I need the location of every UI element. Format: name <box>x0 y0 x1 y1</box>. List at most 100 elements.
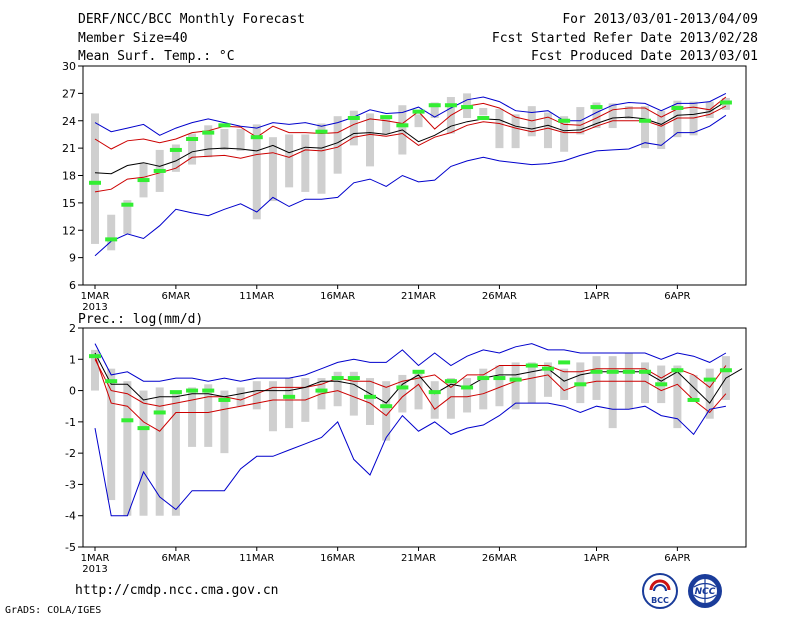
prec-obs-marker <box>331 376 344 381</box>
temp-plot-frame <box>82 65 747 286</box>
temp-obs-marker <box>137 178 150 183</box>
prec-obs-marker <box>121 418 134 423</box>
prec-obs-marker <box>525 363 538 368</box>
temp-spread-box <box>382 116 391 134</box>
temp-x-tick-year: 2013 <box>82 302 107 313</box>
ncc-logo-text: NCC <box>695 587 716 597</box>
temp-x-tick-label: 6MAR <box>161 291 190 302</box>
prec-spread-box <box>204 384 213 447</box>
figure-title: DERF/NCC/BCC Monthly Forecast <box>78 12 305 27</box>
precipitation-variable-label: Prec.: log(mm/d) <box>78 312 204 327</box>
temp-spread-box <box>511 114 520 149</box>
temp-series-min <box>94 114 727 257</box>
temp-y-tick-label: 30 <box>62 60 76 73</box>
temp-obs-marker <box>412 109 425 114</box>
prec-spread-box <box>366 378 375 425</box>
prec-spread-box <box>673 365 682 429</box>
prec-x-tick-label: 6MAR <box>161 553 190 564</box>
prec-spread-box <box>349 371 358 416</box>
temp-spread-box <box>495 108 504 149</box>
prec-obs-marker <box>380 404 393 409</box>
prec-spread-box <box>560 368 569 400</box>
temp-obs-marker <box>186 137 199 141</box>
temp-spread-box <box>592 102 601 129</box>
temp-spread-box <box>91 113 99 244</box>
prec-spread-box <box>252 381 261 410</box>
bcc-logo-icon: BCC <box>642 573 678 609</box>
temp-spread-box <box>220 128 229 150</box>
temp-obs-marker <box>202 130 215 135</box>
prec-obs-marker <box>218 397 231 402</box>
prec-x-tick-label: 1MAR <box>81 553 110 564</box>
temperature-variable-label: Mean Surf. Temp.: °C <box>78 49 235 64</box>
prec-spread-box <box>705 368 714 419</box>
prec-obs-marker <box>622 369 635 374</box>
prec-spread-box <box>430 381 439 419</box>
temp-obs-marker <box>169 147 182 152</box>
temp-obs-marker <box>590 105 603 110</box>
temp-spread-box <box>252 124 261 220</box>
prec-obs-marker <box>671 368 684 373</box>
prec-spread-box <box>382 381 391 441</box>
prec-obs-marker <box>364 394 377 399</box>
temp-spread-box <box>333 116 342 174</box>
temp-x-tick-label: 6APR <box>664 291 690 302</box>
temp-obs-marker <box>105 237 118 242</box>
temp-obs-marker <box>396 123 409 128</box>
prec-x-tick-year: 2013 <box>82 564 107 575</box>
temp-x-tick-label: 1MAR <box>81 291 110 302</box>
temp-y-tick-label: 15 <box>62 197 76 210</box>
temp-obs-marker <box>444 103 457 108</box>
prec-y-tick-label: -2 <box>65 447 76 460</box>
prec-x-tick-label: 6APR <box>664 553 690 564</box>
grads-credit: GrADS: COLA/IGES <box>5 605 102 616</box>
temp-obs-marker <box>477 116 490 121</box>
temp-obs-marker <box>153 168 166 173</box>
temp-y-tick-label: 18 <box>62 170 76 183</box>
temp-y-tick-label: 27 <box>62 87 76 100</box>
bcc-logo-text: BCC <box>651 596 669 605</box>
temp-x-tick-label: 16MAR <box>320 291 355 302</box>
prec-obs-marker <box>719 368 732 373</box>
temp-obs-marker <box>121 202 134 207</box>
source-url[interactable]: http://cmdp.ncc.cma.gov.cn <box>75 583 279 598</box>
fcst-started-date: Fcst Started Refer Date 2013/02/28 <box>491 31 758 46</box>
prec-obs-marker <box>169 390 182 395</box>
prec-obs-marker <box>347 376 360 381</box>
prec-y-tick-label: 2 <box>69 322 76 335</box>
prec-series-min <box>94 402 726 517</box>
prec-obs-marker <box>590 369 603 374</box>
prec-y-tick-label: -4 <box>65 510 76 523</box>
prec-spread-box <box>171 390 180 516</box>
fcst-produced-date: Fcst Produced Date 2013/03/01 <box>531 49 758 64</box>
prec-obs-marker <box>477 376 490 381</box>
prec-obs-marker <box>574 382 587 387</box>
prec-spread-box <box>446 378 455 419</box>
temp-y-tick-label: 6 <box>69 279 76 292</box>
prec-obs-marker <box>606 369 619 374</box>
prec-spread-box <box>155 387 164 516</box>
prec-spread-box <box>495 365 504 407</box>
temp-series-lower <box>94 105 727 193</box>
prec-obs-marker <box>558 360 571 365</box>
prec-y-tick-label: -5 <box>65 541 76 554</box>
prec-spread-box <box>608 356 617 429</box>
prec-spread-box <box>641 362 650 404</box>
prec-y-tick-label: -3 <box>65 478 76 491</box>
prec-series-lower <box>94 356 727 432</box>
prec-obs-marker <box>509 377 522 382</box>
temp-spread-box <box>123 200 132 234</box>
temp-obs-marker <box>250 135 263 140</box>
temp-spread-box <box>204 125 213 158</box>
prec-spread-box <box>543 362 552 397</box>
temp-spread-box <box>107 214 116 251</box>
temp-spread-box <box>673 100 682 138</box>
forecast-period: For 2013/03/01-2013/04/09 <box>562 12 758 27</box>
prec-spread-box <box>285 378 294 429</box>
temp-obs-marker <box>719 100 732 105</box>
prec-x-tick-label: 1APR <box>583 553 609 564</box>
prec-spread-box <box>123 381 132 516</box>
temp-series-max <box>94 92 727 136</box>
temp-series-upper <box>94 96 727 150</box>
